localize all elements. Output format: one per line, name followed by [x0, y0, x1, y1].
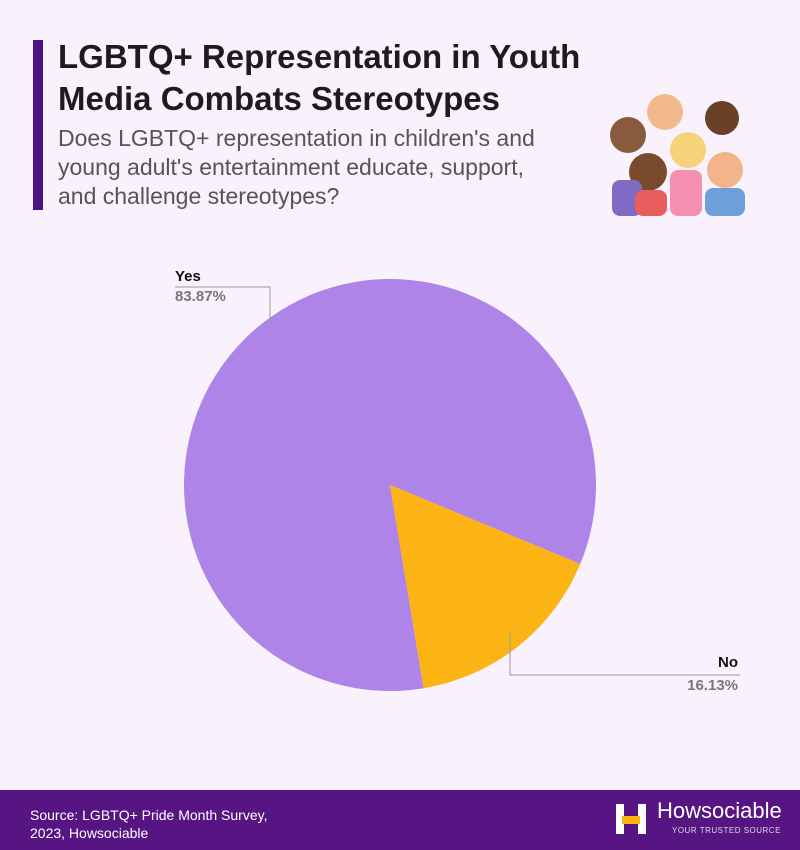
pie-slice — [184, 279, 597, 692]
slice-value-label: 83.87% — [175, 288, 226, 305]
leader-line — [509, 632, 740, 676]
subtitle: Does LGBTQ+ representation in children's… — [58, 125, 535, 209]
chart: Yes 83.87% No 16.13% — [175, 94, 745, 694]
leader-line — [175, 286, 271, 325]
tagline: YOUR TRUSTED SOURCE — [672, 826, 781, 835]
illustration — [610, 94, 745, 216]
pie-slice — [390, 485, 581, 689]
logo-icon — [616, 804, 646, 834]
brand: Howsociable — [657, 798, 782, 823]
source: Source: LGBTQ+ Pride Month Survey, 2023,… — [30, 807, 268, 841]
accent-bar — [33, 40, 43, 210]
slice-label: No — [718, 654, 738, 671]
title: LGBTQ+ Representation in Youth Media Com… — [58, 38, 581, 117]
footer: Source: LGBTQ+ Pride Month Survey, 2023,… — [0, 790, 800, 850]
slice-label: Yes — [175, 268, 201, 285]
slice-value-label: 16.13% — [687, 677, 738, 694]
